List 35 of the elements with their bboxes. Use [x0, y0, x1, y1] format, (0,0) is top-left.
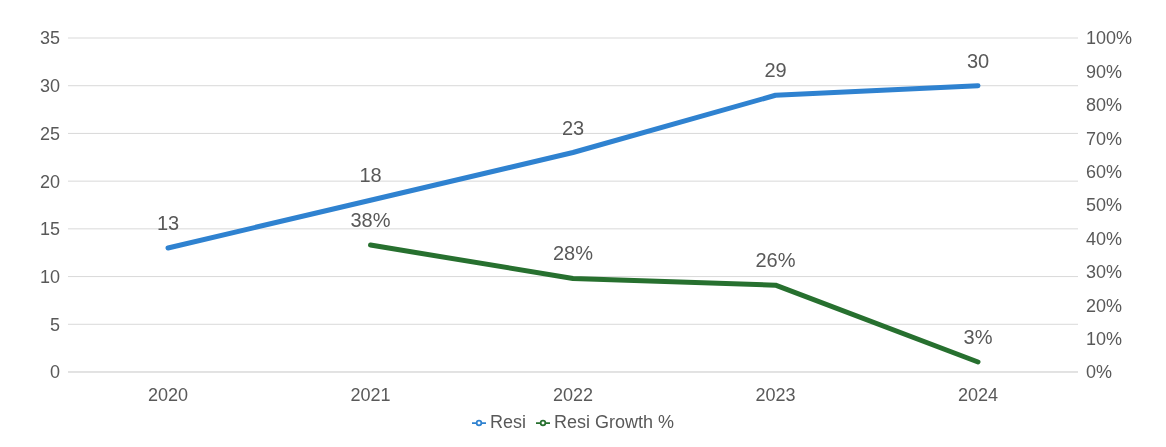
data-label: 13	[156, 211, 180, 234]
y2-tick-label: 40%	[1086, 228, 1123, 249]
data-label: 23	[561, 116, 585, 139]
data-label: 18	[359, 164, 382, 187]
y2-tick-label: 90%	[1086, 61, 1123, 82]
x-tick-label: 2022	[552, 384, 594, 405]
x-tick-label: 2021	[350, 384, 391, 405]
data-label: 38%	[350, 209, 391, 232]
data-label: 3%	[963, 325, 993, 348]
legend-label: Resi	[489, 412, 526, 432]
y-tick-label: 10	[39, 266, 60, 287]
x-tick-label: 2024	[957, 384, 999, 405]
y2-tick-label: 80%	[1086, 95, 1123, 116]
y2-tick-label: 0%	[1086, 362, 1113, 383]
y2-tick-label: 20%	[1086, 295, 1123, 316]
x-tick-label: 2023	[755, 384, 796, 405]
y2-tick-label: 60%	[1086, 161, 1123, 182]
y2-tick-label: 10%	[1086, 328, 1123, 349]
y-tick-label: 0	[49, 362, 60, 383]
data-label: 26%	[755, 249, 796, 272]
y2-tick-label: 100%	[1086, 28, 1133, 49]
x-tick-label: 2020	[147, 384, 189, 405]
y-tick-label: 35	[39, 28, 60, 49]
y-tick-label: 25	[39, 123, 60, 144]
data-label: 29	[764, 59, 787, 82]
y-tick-label: 30	[39, 76, 60, 97]
y-tick-label: 15	[39, 219, 60, 240]
y2-tick-label: 70%	[1086, 128, 1123, 149]
y-tick-label: 5	[49, 314, 60, 335]
y2-tick-label: 50%	[1086, 195, 1123, 216]
legend-label: Resi Growth %	[553, 412, 675, 432]
y-tick-label: 20	[39, 171, 60, 192]
data-label: 28%	[552, 242, 594, 265]
data-label: 30	[966, 49, 990, 72]
y2-tick-label: 30%	[1086, 262, 1123, 283]
